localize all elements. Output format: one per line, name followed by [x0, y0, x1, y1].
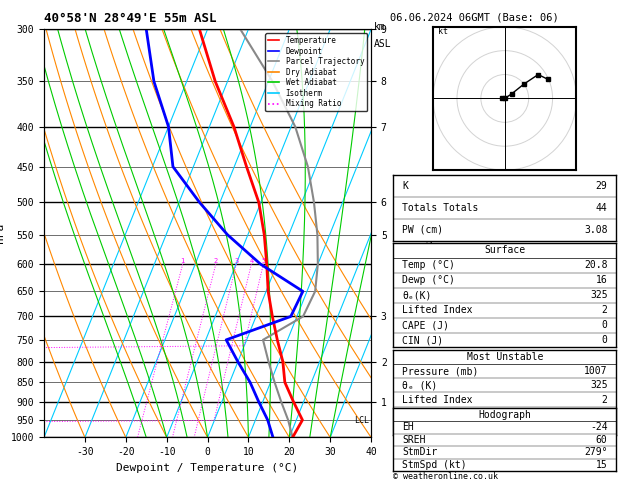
Text: 0: 0 — [601, 409, 608, 419]
Text: 1007: 1007 — [584, 366, 608, 376]
Text: 5: 5 — [261, 258, 265, 264]
Text: 0: 0 — [601, 335, 608, 345]
Text: 40°58'N 28°49'E 55m ASL: 40°58'N 28°49'E 55m ASL — [44, 12, 216, 25]
Text: 20.8: 20.8 — [584, 260, 608, 270]
Text: CAPE (J): CAPE (J) — [402, 320, 449, 330]
Text: kt: kt — [438, 27, 448, 36]
Text: CAPE (J): CAPE (J) — [402, 409, 449, 419]
Text: PW (cm): PW (cm) — [402, 225, 443, 235]
Legend: Temperature, Dewpoint, Parcel Trajectory, Dry Adiabat, Wet Adiabat, Isotherm, Mi: Temperature, Dewpoint, Parcel Trajectory… — [265, 33, 367, 111]
Text: 60: 60 — [596, 435, 608, 445]
Text: km: km — [374, 22, 386, 32]
Text: Temp (°C): Temp (°C) — [402, 260, 455, 270]
Text: Pressure (mb): Pressure (mb) — [402, 366, 479, 376]
Text: 0: 0 — [601, 423, 608, 433]
Text: θₑ(K): θₑ(K) — [402, 290, 431, 300]
Text: EH: EH — [402, 422, 414, 432]
Text: 4: 4 — [249, 258, 253, 264]
Text: -24: -24 — [590, 422, 608, 432]
Text: Hodograph: Hodograph — [478, 410, 532, 419]
Text: 279°: 279° — [584, 448, 608, 457]
Text: Lifted Index: Lifted Index — [402, 395, 472, 404]
Text: 2: 2 — [214, 258, 218, 264]
Text: K: K — [402, 181, 408, 191]
Text: SREH: SREH — [402, 435, 426, 445]
Y-axis label: Mixing Ratio (g/kg): Mixing Ratio (g/kg) — [426, 186, 435, 281]
Text: 1: 1 — [181, 258, 185, 264]
Text: 3.08: 3.08 — [584, 225, 608, 235]
Text: 16: 16 — [596, 275, 608, 285]
Text: 3: 3 — [234, 258, 238, 264]
Text: 15: 15 — [596, 460, 608, 470]
Text: StmDir: StmDir — [402, 448, 437, 457]
Text: 0: 0 — [601, 320, 608, 330]
Text: 325: 325 — [590, 381, 608, 390]
Text: 44: 44 — [596, 203, 608, 213]
X-axis label: Dewpoint / Temperature (°C): Dewpoint / Temperature (°C) — [116, 463, 299, 473]
Text: LCL: LCL — [354, 416, 369, 424]
Text: 2: 2 — [601, 305, 608, 315]
Text: Most Unstable: Most Unstable — [467, 352, 543, 362]
Y-axis label: hPa: hPa — [0, 223, 5, 243]
Text: 06.06.2024 06GMT (Base: 06): 06.06.2024 06GMT (Base: 06) — [390, 12, 559, 22]
Text: 325: 325 — [590, 290, 608, 300]
Text: Surface: Surface — [484, 245, 525, 256]
Text: θₑ (K): θₑ (K) — [402, 381, 437, 390]
Text: ASL: ASL — [374, 39, 392, 49]
Text: Totals Totals: Totals Totals — [402, 203, 479, 213]
Text: CIN (J): CIN (J) — [402, 335, 443, 345]
Text: © weatheronline.co.uk: © weatheronline.co.uk — [393, 472, 498, 481]
Text: 2: 2 — [601, 395, 608, 404]
Text: StmSpd (kt): StmSpd (kt) — [402, 460, 467, 470]
Text: Dewp (°C): Dewp (°C) — [402, 275, 455, 285]
Text: Lifted Index: Lifted Index — [402, 305, 472, 315]
Text: CIN (J): CIN (J) — [402, 423, 443, 433]
Text: 29: 29 — [596, 181, 608, 191]
